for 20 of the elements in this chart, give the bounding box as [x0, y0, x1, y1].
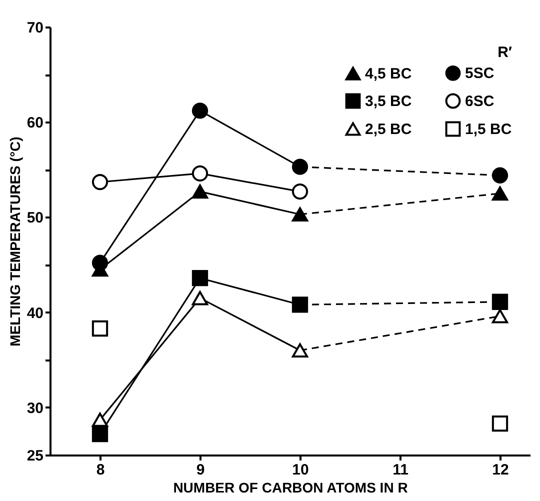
x-tick-label: 12 [492, 462, 509, 478]
x-tick-label: 9 [196, 462, 205, 478]
y-tick-label: 40 [26, 304, 44, 322]
y-tick-label: 70 [26, 20, 44, 36]
legend-label: 2,5 BC [365, 121, 412, 138]
y-tick-label: 50 [26, 210, 44, 227]
x-tick-label: 10 [292, 462, 309, 478]
legend-label: 5SC [465, 65, 494, 82]
y-tick-label: 30 [26, 400, 44, 417]
x-axis-title: NUMBER OF CARBON ATOMS IN R [173, 480, 408, 496]
legend-label: 6SC [465, 93, 494, 110]
y-tick-label: 25 [26, 448, 44, 464]
x-tick-label: 8 [96, 462, 105, 478]
y-tick-label: 60 [26, 114, 44, 132]
legend-title: R′ [498, 44, 512, 61]
legend-label: 4,5 BC [365, 66, 412, 83]
legend-label: 3,5 BC [365, 93, 412, 110]
y-axis-title: MELTING TEMPERATURES (°C) [6, 136, 23, 346]
legend-label: 1,5 BC [465, 121, 512, 138]
x-tick-label: 11 [392, 462, 408, 478]
